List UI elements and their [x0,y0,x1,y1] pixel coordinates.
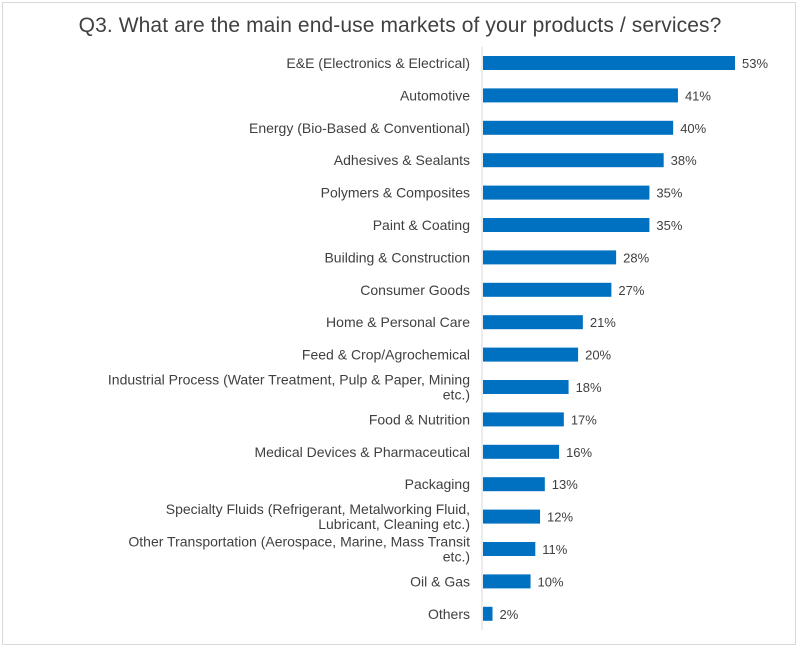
value-label-9: 21% [590,315,616,330]
category-label-15: Specialty Fluids (Refrigerant, Metalwork… [166,501,470,532]
category-label-17: Oil & Gas [410,573,470,589]
category-labels: E&E (Electronics & Electrical) Automotive… [108,55,470,622]
chart-title: Q3. What are the main end-use markets of… [78,14,722,37]
value-label-11: 18% [576,380,602,395]
category-label-8: Consumer Goods [360,282,470,298]
bar-5 [483,185,650,200]
category-label-12: Food & Nutrition [369,411,470,427]
category-label-14: Packaging [405,476,470,492]
value-label-12: 17% [571,412,597,427]
category-label-13: Medical Devices & Pharmaceutical [254,444,470,460]
category-label-5: Polymers & Composites [321,185,470,201]
value-label-8: 27% [618,283,644,298]
bar-11 [483,380,569,394]
bars [483,56,735,621]
value-label-6: 35% [656,218,682,233]
value-label-5: 35% [656,186,682,201]
value-label-15: 12% [547,510,573,525]
category-label-9: Home & Personal Care [326,314,470,330]
category-label-7: Building & Construction [324,249,470,265]
category-label-18: Others [428,606,470,622]
category-label-16: Other Transportation (Aerospace, Marine,… [128,534,470,565]
bar-14 [483,477,545,492]
category-label-2: Automotive [400,87,470,103]
value-label-4: 38% [671,153,697,168]
value-label-10: 20% [585,348,611,363]
value-label-16: 11% [542,542,567,557]
value-label-13: 16% [566,445,592,460]
value-label-1: 53% [742,56,768,71]
bar-10 [483,347,579,362]
value-label-2: 41% [685,88,711,103]
value-label-3: 40% [680,121,706,136]
value-label-18: 2% [500,607,519,622]
bar-3 [483,120,674,135]
value-labels: 53% 41% 40% 38% 35% 35% 28% 27% 21% 20% 18% 17% 16% 1… [500,56,769,622]
category-label-11: Industrial Process (Water Treatment, Pul… [108,372,470,403]
bar-1 [483,56,735,70]
category-label-1: E&E (Electronics & Electrical) [286,55,470,71]
bar-12 [483,412,564,427]
bar-17 [483,574,531,589]
bar-15 [483,509,541,524]
bar-4 [483,153,664,168]
bar-2 [483,88,678,103]
category-label-6: Paint & Coating [373,217,470,233]
bar-7 [483,250,617,265]
value-label-14: 13% [552,477,578,492]
category-label-10: Feed & Crop/Agrochemical [302,347,470,363]
bar-8 [483,282,612,297]
value-label-17: 10% [538,574,564,589]
bar-18 [483,606,493,621]
bar-6 [483,218,650,232]
bar-16 [483,542,536,556]
bar-13 [483,444,560,459]
category-label-3: Energy (Bio-Based & Conventional) [249,120,470,136]
bar-9 [483,315,583,330]
value-label-7: 28% [623,250,649,265]
category-label-4: Adhesives & Sealants [334,152,470,168]
